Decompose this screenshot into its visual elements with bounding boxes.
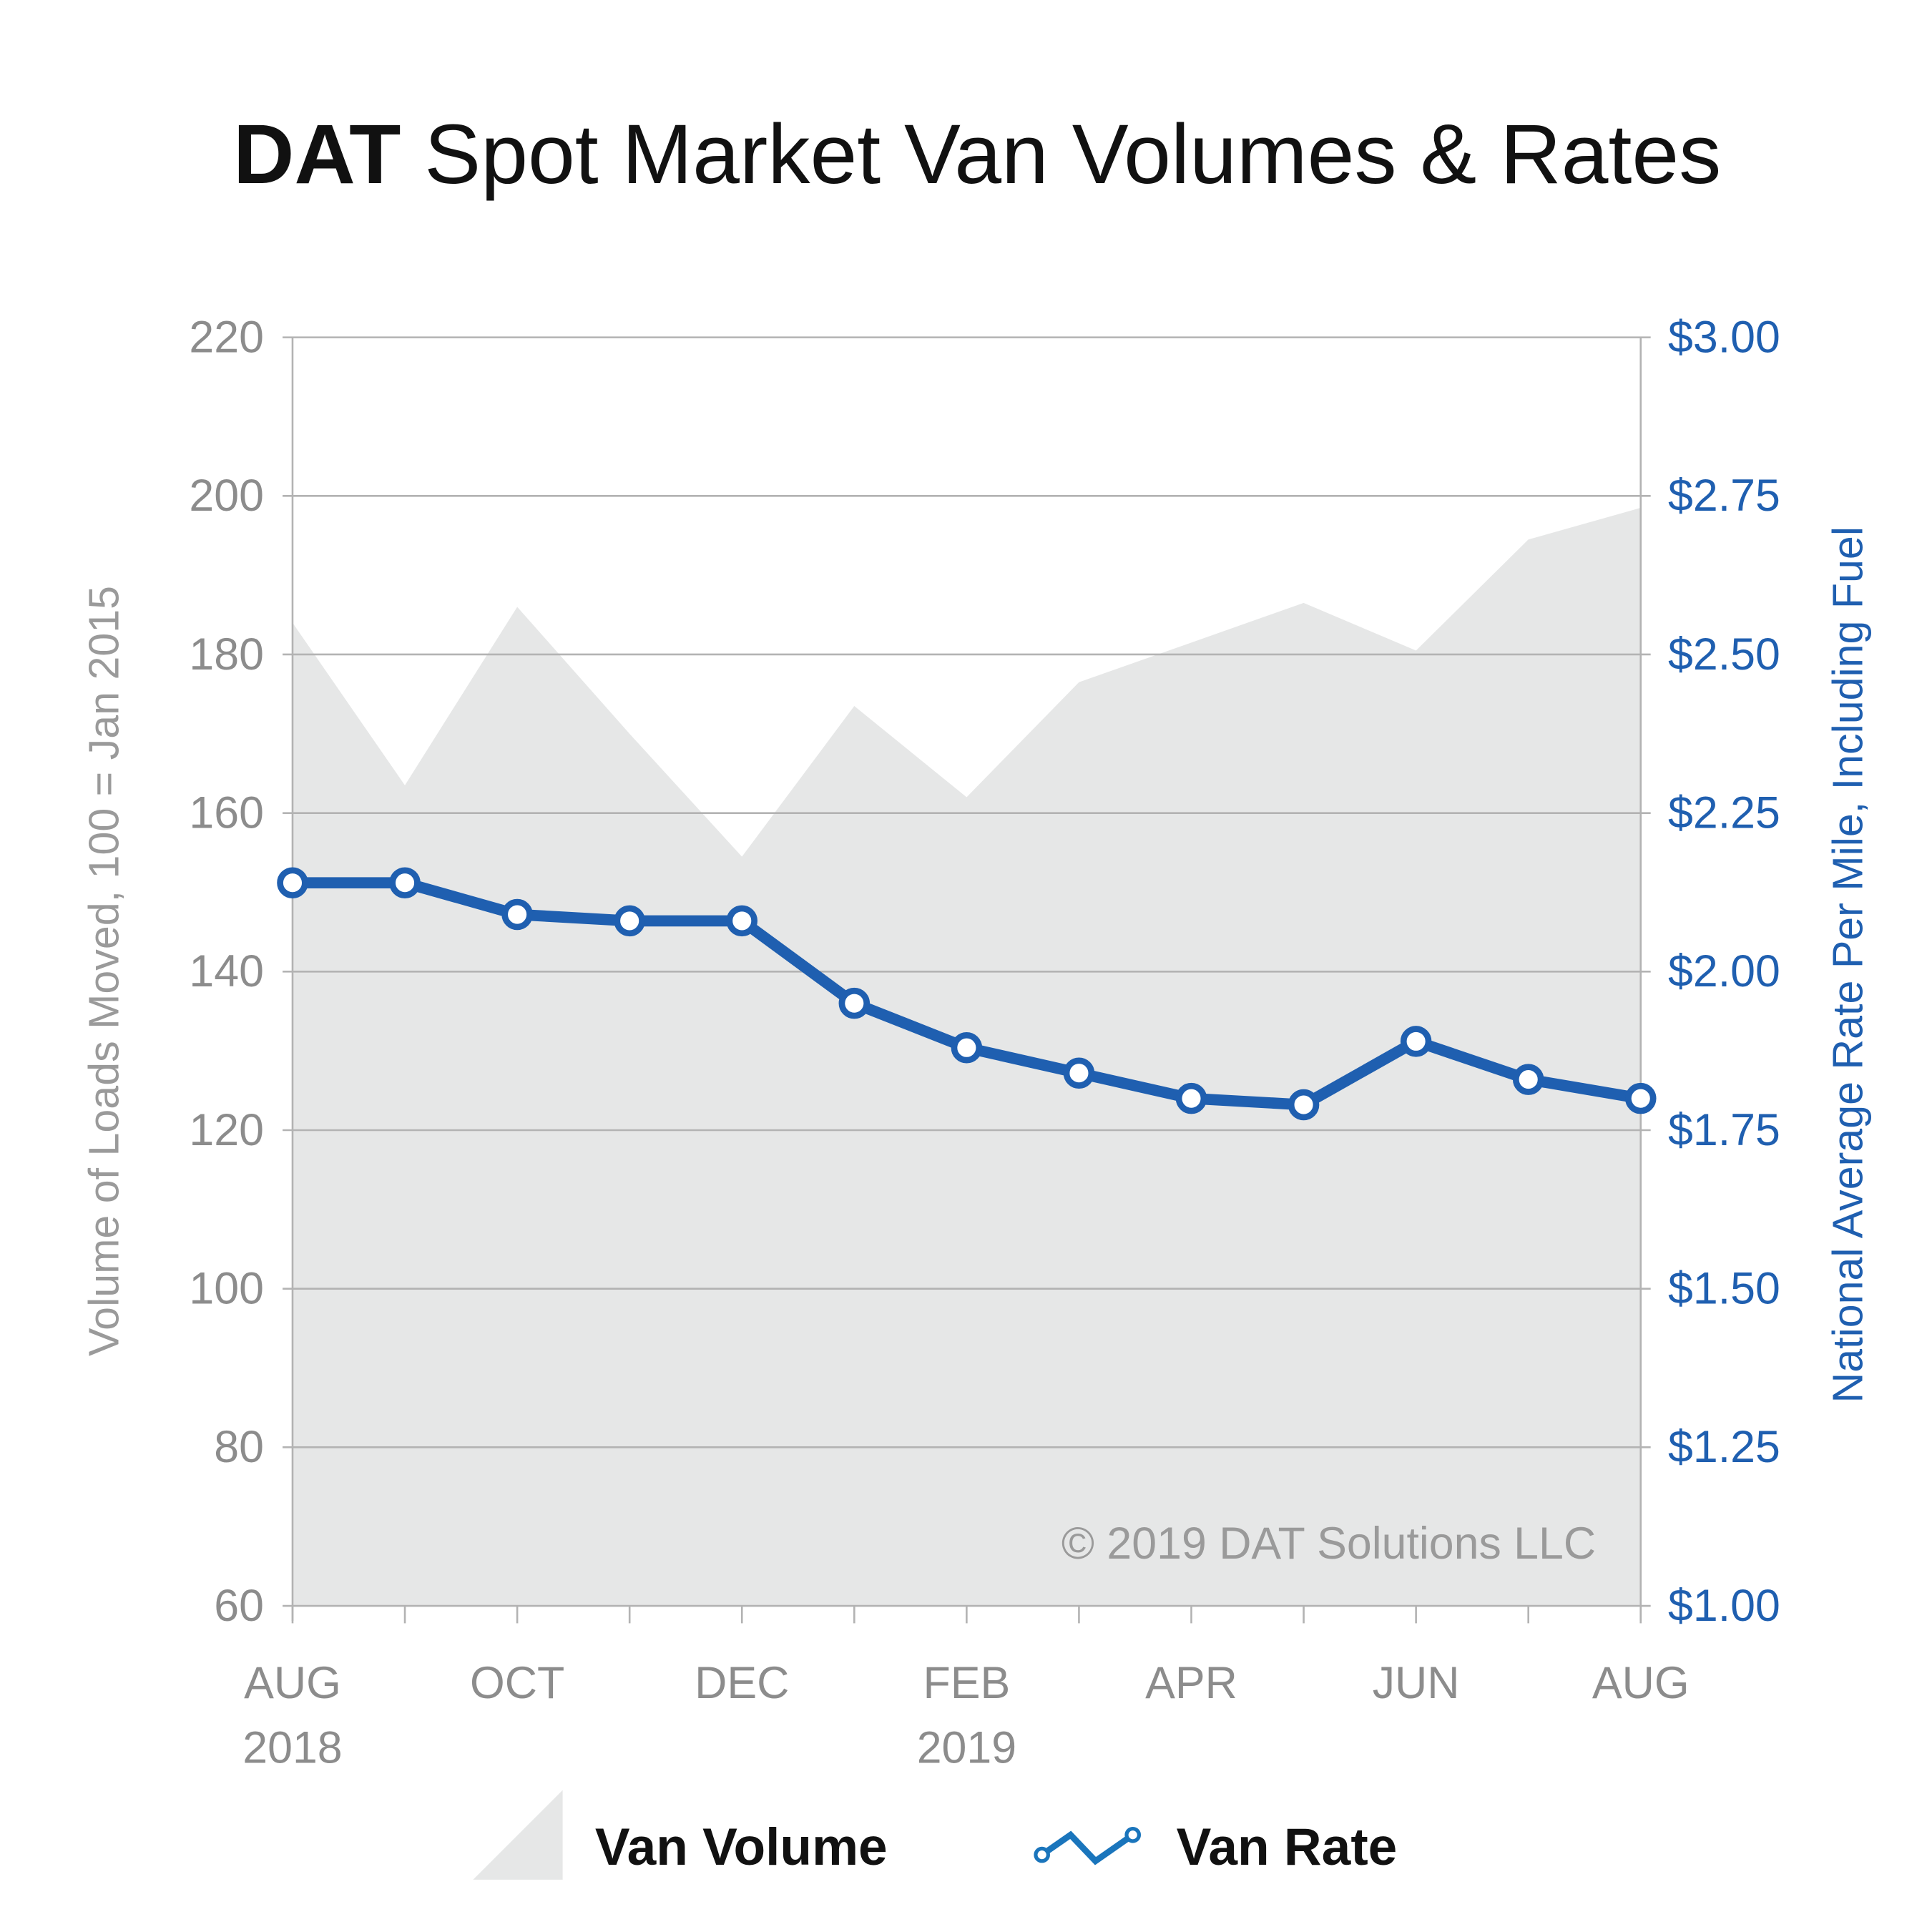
y-right-tick-label: $2.50 — [1668, 629, 1780, 680]
van-rate-point — [1625, 1082, 1657, 1114]
legend: Van Volume Van Rate — [473, 1790, 1397, 1880]
y-left-tick-label: 200 — [189, 471, 264, 521]
y-left-tick-label: 220 — [189, 313, 264, 363]
legend-van-rate-icon — [1034, 1826, 1142, 1865]
legend-van-rate-label: Van Rate — [1177, 1818, 1398, 1876]
x-tick-label: FEB — [923, 1658, 1010, 1708]
y-left-tick-label: 60 — [214, 1581, 264, 1631]
van-rate-point — [277, 867, 308, 898]
x-tick-label: OCT — [470, 1658, 564, 1708]
legend-van-volume-label: Van Volume — [595, 1818, 888, 1876]
chart-title: DAT Spot Market Van Volumes & Rates — [233, 107, 1721, 202]
y-right-tick-label: $3.00 — [1668, 313, 1780, 363]
y-left-tick-label: 120 — [189, 1105, 264, 1155]
y-right-tick-label: $1.75 — [1668, 1105, 1780, 1155]
y-left-tick-label: 80 — [214, 1422, 264, 1472]
van-rate-point — [389, 867, 421, 898]
y-left-tick-label: 180 — [189, 629, 264, 680]
x-tick-label: AUG — [1592, 1658, 1690, 1708]
van-rate-point — [1512, 1064, 1544, 1095]
y-axis-left-label: Volume of Loads Moved, 100 = Jan 2015 — [79, 586, 127, 1356]
legend-van-volume-swatch — [473, 1790, 563, 1880]
x-tick-label: AUG — [244, 1658, 341, 1708]
x-tick-label: JUN — [1373, 1658, 1460, 1708]
y-right-tick-label: $1.25 — [1668, 1422, 1780, 1472]
x-tick-label: APR — [1145, 1658, 1237, 1708]
y-left-tick-label: 140 — [189, 946, 264, 996]
van-rate-point — [838, 987, 871, 1019]
van-rate-point — [951, 1031, 983, 1064]
van-rate-point — [501, 898, 533, 931]
y-right-tick-label: $1.50 — [1668, 1264, 1780, 1314]
y-right-tick-label: $2.25 — [1668, 788, 1780, 838]
copyright-annotation: © 2019 DAT Solutions LLC — [1061, 1519, 1596, 1569]
x-tick-label-year: 2018 — [242, 1722, 342, 1772]
van-rate-point — [1288, 1089, 1320, 1121]
van-rate-point — [726, 905, 757, 937]
y-left-tick-label: 100 — [189, 1264, 264, 1314]
y-right-tick-label: $1.00 — [1668, 1581, 1780, 1631]
van-rate-point — [1063, 1057, 1095, 1089]
van-rate-point — [614, 905, 645, 937]
x-tick-label-year: 2019 — [917, 1722, 1016, 1772]
y-left-tick-label: 160 — [189, 788, 264, 838]
x-tick-label: DEC — [695, 1658, 789, 1708]
y-right-tick-label: $2.75 — [1668, 471, 1780, 521]
van-rate-point — [1175, 1082, 1207, 1114]
y-axis-right-label: National Average Rate Per Mile, Includin… — [1824, 526, 1872, 1403]
y-right-tick-label: $2.00 — [1668, 946, 1780, 996]
van-rate-point — [1400, 1026, 1432, 1057]
